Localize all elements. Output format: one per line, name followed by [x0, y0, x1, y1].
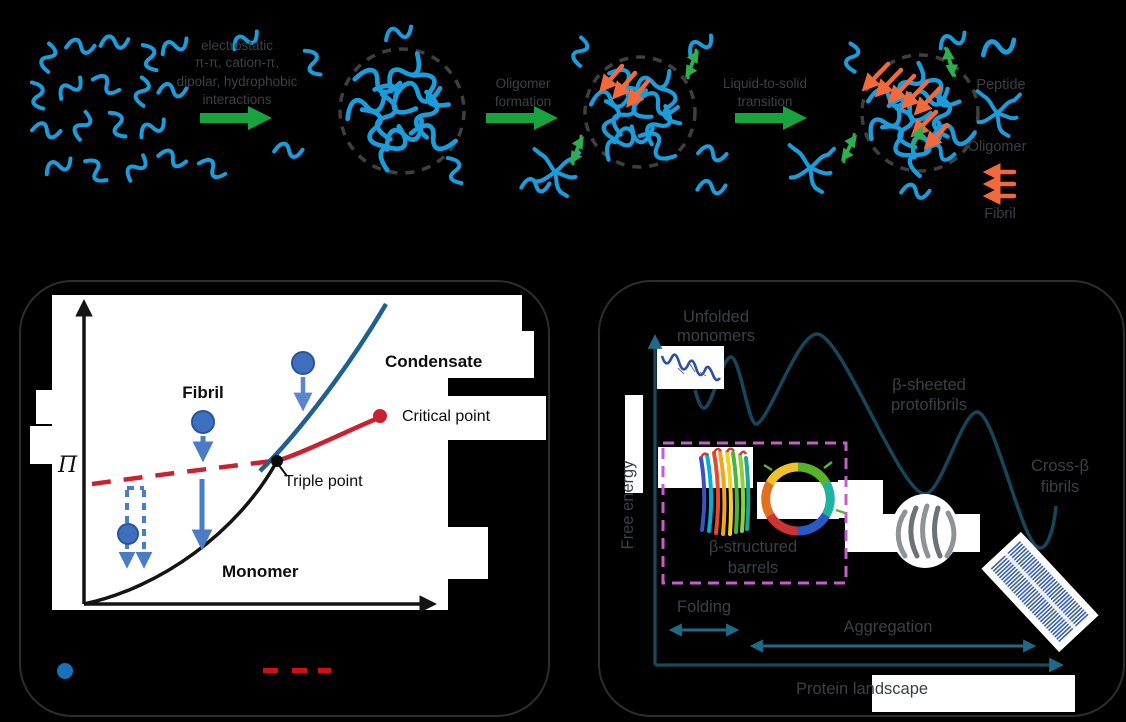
- beta-barrel-ring-structure: [757, 461, 883, 536]
- triple-point-label: Triple point: [284, 473, 363, 490]
- panel-a-schematic: electrostatic π-π, cation-π, dipolar, hy…: [29, 23, 1027, 222]
- fibril-label: Fibril: [182, 383, 224, 402]
- fibril-boundary-dashed-line: [91, 458, 274, 487]
- quench-ball-fibril: [191, 410, 215, 434]
- quench-paths: [117, 351, 315, 569]
- beta-barrels-box: [661, 441, 848, 585]
- fibril-icon: [982, 163, 1017, 205]
- protofibrils-line1: β-sheeted: [892, 376, 966, 394]
- axis-white-patch: [625, 395, 643, 493]
- legend-peptide-label: Peptide: [976, 77, 1025, 93]
- y-axis-label-b: Π: [57, 453, 78, 478]
- legend-oligomer-label: Oligomer: [968, 139, 1027, 155]
- step3-transition-label: Liquid-to-solid transition: [723, 76, 807, 109]
- step1-interactions-label: electrostatic π-π, cation-π, dipolar, hy…: [177, 38, 298, 107]
- x-label-white-patch: [872, 675, 1075, 712]
- step2-oligomer-label: Oligomer formation: [495, 76, 551, 109]
- condensate-label: Condensate: [385, 352, 482, 371]
- quench-ball-dashed: [117, 523, 139, 545]
- panel-a-legend: Peptide Oligomer Fibril: [968, 39, 1027, 222]
- cross-beta-line1: Cross-β: [1031, 457, 1089, 475]
- step1-line4: interactions: [202, 92, 271, 107]
- legend-red-dash: [263, 668, 331, 673]
- triple-point-dot: [271, 455, 283, 467]
- folding-label: Folding: [677, 598, 731, 616]
- protofibril-structure: [845, 494, 980, 568]
- triple-point-leader: [277, 463, 288, 477]
- x-axis-label-c: Protein landscape: [796, 680, 928, 698]
- y-axis-label-c: Free energy: [619, 460, 637, 550]
- monomer-curve: [83, 460, 279, 606]
- unfolded-line1: Unfolded: [683, 308, 749, 326]
- beta-barrel-structure: [658, 447, 753, 536]
- condensate-2-icon: [572, 48, 702, 180]
- legend-fibril-label: Fibril: [984, 206, 1015, 222]
- barrels-line1: β-structured: [709, 538, 797, 556]
- condensate-3-icon: [852, 54, 982, 187]
- step2-line2: formation: [495, 94, 551, 109]
- cross-beta-line2: fibrils: [1041, 478, 1080, 496]
- aggregation-label: Aggregation: [844, 618, 933, 636]
- step1-line3: dipolar, hydrophobic: [177, 74, 298, 89]
- panel-b-phase-diagram: Π Fibril Condensate Critical point Tripl…: [19, 280, 550, 717]
- step3-line2: transition: [738, 94, 793, 109]
- step2-line1: Oligomer: [496, 76, 551, 91]
- step1-line1: electrostatic: [201, 38, 273, 53]
- fibril-arrows-condensate2: [598, 63, 651, 108]
- critical-point-dot: [373, 409, 387, 423]
- critical-point-label: Critical point: [402, 408, 491, 425]
- panel-c-border: [598, 280, 1125, 717]
- unfolded-monomer-structure: [657, 346, 724, 389]
- unfolded-line2: monomers: [677, 327, 755, 345]
- condensate-1-icon: [338, 47, 466, 175]
- quench-ball-condensate: [291, 351, 315, 375]
- step3-line1: Liquid-to-solid: [723, 76, 807, 91]
- legend-dot-blue: [57, 663, 73, 679]
- monomer-label: Monomer: [222, 562, 299, 581]
- plot-background: [30, 295, 546, 610]
- protofibrils-line2: protofibrils: [891, 396, 967, 414]
- fibril-arrows-condensate3: [861, 61, 950, 150]
- step1-line2: π-π, cation-π,: [195, 55, 279, 70]
- panel-b-border: [19, 280, 550, 717]
- cross-beta-fibril-structure: [981, 531, 1099, 653]
- critical-line: [276, 416, 377, 464]
- barrels-line2: barrels: [728, 559, 778, 577]
- panel-c-energy-landscape: Unfolded monomers β-sheeted protofibrils…: [598, 280, 1125, 717]
- exchange-arrow-inside: [910, 125, 924, 149]
